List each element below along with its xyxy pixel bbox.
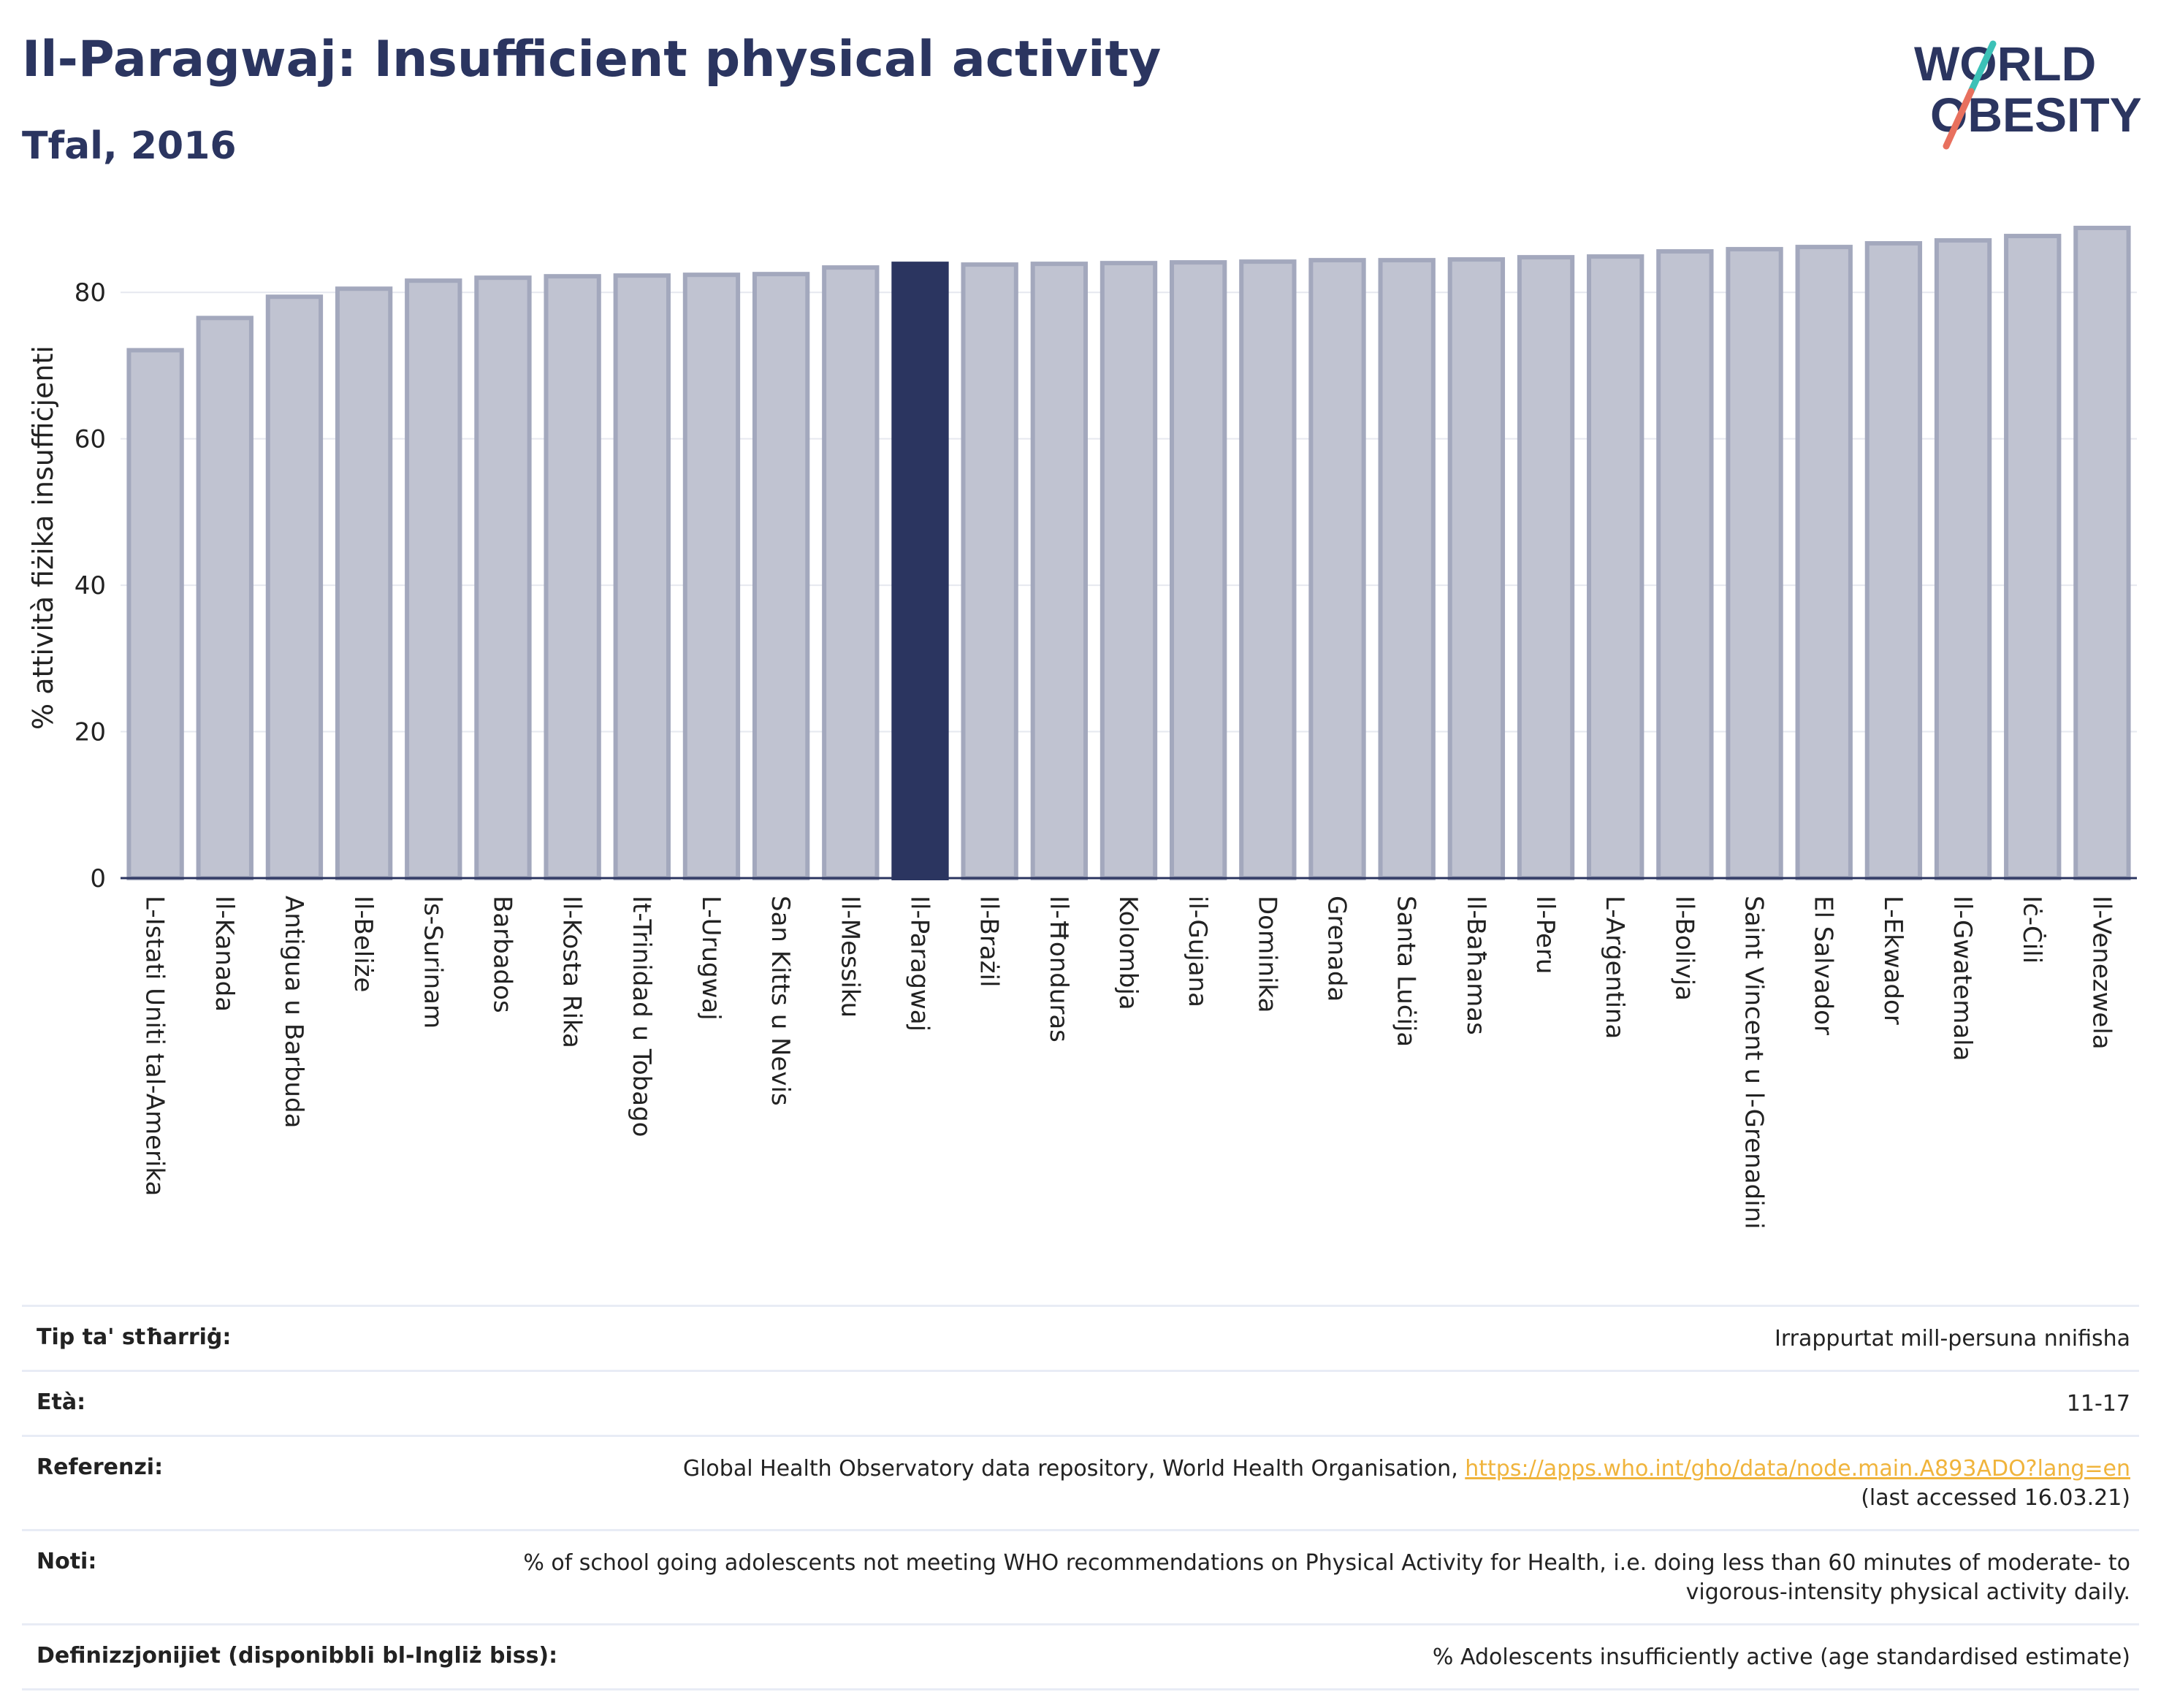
x-tick-label: Grenada [1322,896,1352,1002]
page-subtitle: Tfal, 2016 [22,124,237,168]
x-tick-label: It-Trinidad u Tobago [627,896,656,1137]
info-value: 11-17 [2066,1391,2130,1417]
x-tick-label: Il-Gwatemala [1948,896,1977,1061]
bar [1656,249,1714,880]
x-tick-label: Il-Beliże [348,896,378,992]
y-tick-label: 60 [75,425,106,454]
y-tick-label: 40 [75,571,106,601]
bar [613,273,671,881]
info-label: Tip ta' stħarriġ: [37,1324,232,1350]
world-obesity-logo: WORLD OBESITY [1914,37,2141,150]
y-axis-label: % attività fiżika insuffiċjenti [27,346,59,730]
page-title: Il-Paragwaj: Insufficient physical activ… [22,31,1162,88]
bar [2004,234,2062,881]
x-tick-label: Saint Vincent u l-Grenadini [1739,896,1769,1229]
x-tick-label: Il-Peru [1531,896,1560,974]
info-row-notes: Noti: % of school going adolescents not … [22,1529,2139,1623]
bar [1378,258,1436,880]
info-value: % of school going adolescents not meetin… [523,1550,2130,1605]
info-label: Definizzjonijiet (disponibbli bl-Ingliż … [37,1643,558,1669]
x-tick-label: El Salvador [1809,896,1838,1035]
logo-slash-bottom [1943,88,1975,150]
info-row-survey-type: Tip ta' stħarriġ: Irrappurtat mill-persu… [22,1305,2139,1370]
bar [474,275,532,880]
bar [1308,258,1366,880]
bar [335,286,393,880]
bar [1795,245,1853,880]
x-tick-label: Barbados [487,896,517,1013]
bar [544,274,601,880]
x-tick-label: Iċ-Ċili [2017,896,2047,964]
info-value: % Adolescents insufficiently active (age… [1432,1644,2130,1670]
bar-chart: 0 20 40 60 80 % attività fiżika insuffiċjenti… [27,226,2137,1229]
bar [1447,257,1506,881]
x-tick-label: Il-Ħonduras [1044,896,1073,1042]
x-tick-label: San Kitts u Nevis [766,896,795,1106]
info-row-definitions: Definizzjonijiet (disponibbli bl-Ingliż … [22,1623,2139,1690]
info-value: Global Health Observatory data repositor… [683,1455,2130,1513]
bar [1099,261,1158,880]
reference-text: Global Health Observatory data repositor… [682,1456,1466,1482]
x-tick-label: Antigua u Barbuda [279,896,308,1128]
bar [1934,238,1992,880]
bar [126,348,184,880]
x-tick-label: Kolombja [1113,896,1143,1010]
x-tick-label: Il-Messiku [835,896,864,1018]
x-tick-label: Il-Kosta Rika [557,896,587,1048]
bar [1030,262,1088,880]
info-value: Irrappurtat mill-persuna nnifisha [1774,1326,2130,1351]
bar [1239,259,1297,880]
y-tick-label: 20 [75,718,106,747]
x-tick-label: il-Gujana [1183,896,1212,1007]
x-tick-label: Il-Kanada [210,896,239,1012]
info-label: Noti: [37,1549,97,1574]
bar [822,265,880,880]
x-tick-label: L-Arġentina [1600,896,1629,1039]
bar [196,316,254,880]
y-tick-label: 80 [75,278,106,308]
x-tick-label: Il-Bolivja [1669,896,1699,1001]
info-label: Referenzi: [37,1455,164,1480]
info-row-references: Referenzi: Global Health Observatory dat… [22,1435,2139,1529]
bar [891,262,949,880]
x-tick-label: L-Ekwador [1878,896,1907,1025]
bar [405,278,462,881]
bar [961,262,1018,881]
reference-accessed: (last accessed 16.03.21) [1861,1485,2130,1511]
x-tick-label: Il-Baħamas [1461,896,1490,1035]
info-row-age: Età: 11-17 [22,1370,2139,1435]
bar [1726,247,1783,880]
bar [1517,255,1575,881]
bar [2073,226,2131,880]
x-tick-label: Il-Brażil [975,896,1004,987]
y-tick-label: 0 [90,864,106,893]
x-tick-label: L-Istati Uniti tal-Amerika [140,896,169,1196]
logo-slash-top [1967,40,1997,95]
bar [1170,260,1227,880]
x-tick-label: Il-Venezwela [2086,896,2116,1050]
logo-line1: WORLD [1914,37,2096,91]
bar [265,294,324,881]
x-tick-label: Santa Luċija [1392,896,1421,1047]
info-table: Tip ta' stħarriġ: Irrappurtat mill-persu… [22,1305,2139,1690]
reference-link[interactable]: https://apps.who.int/gho/data/node.main.… [1465,1456,2130,1482]
bar [1587,254,1644,880]
x-tick-label: Dominika [1252,896,1281,1013]
info-label: Età: [37,1389,86,1415]
bar [752,272,810,880]
x-tick-label: Is-Surinam [418,896,447,1029]
x-tick-label: L-Urugwaj [696,896,725,1021]
bar [1864,241,1923,881]
bar [682,272,741,880]
x-tick-label: Il-Paragwaj [904,896,934,1032]
